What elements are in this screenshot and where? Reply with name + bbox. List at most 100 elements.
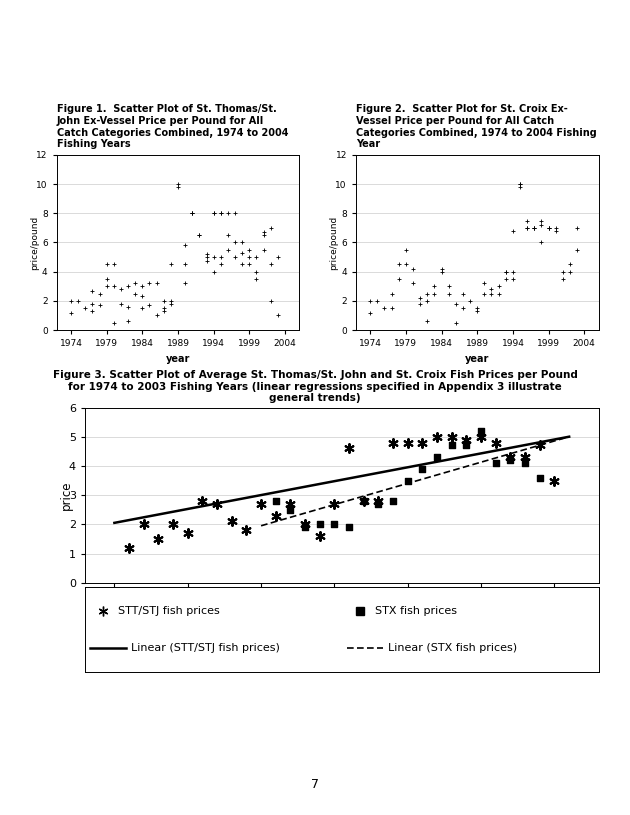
STX fish prices xyxy=(300,521,310,534)
Text: Figure 1.  Scatter Plot of St. Thomas/St.
John Ex-Vessel Price per Pound for All: Figure 1. Scatter Plot of St. Thomas/St.… xyxy=(57,104,288,149)
Point xyxy=(479,277,490,290)
STX fish prices xyxy=(447,439,457,452)
STT/STJ fish prices xyxy=(271,509,281,522)
STX fish prices xyxy=(418,462,428,475)
Point xyxy=(209,265,219,278)
STT/STJ fish prices xyxy=(535,439,545,452)
Point xyxy=(266,258,276,271)
STT/STJ fish prices xyxy=(520,451,530,464)
Text: Linear (STX fish prices): Linear (STX fish prices) xyxy=(388,643,517,654)
Point xyxy=(529,222,539,235)
Point xyxy=(572,243,582,256)
Point xyxy=(273,309,283,322)
Point xyxy=(258,243,268,256)
Point xyxy=(522,222,532,235)
STT/STJ fish prices xyxy=(212,497,222,510)
STT/STJ fish prices xyxy=(183,526,193,540)
Point xyxy=(558,272,568,285)
STT/STJ fish prices xyxy=(168,518,178,531)
Point xyxy=(444,287,454,300)
Point xyxy=(194,229,204,242)
Point xyxy=(387,287,397,300)
Point xyxy=(365,294,375,307)
Y-axis label: price: price xyxy=(60,480,72,510)
STX fish prices xyxy=(358,495,369,508)
Point xyxy=(159,302,169,315)
STT/STJ fish prices xyxy=(197,495,207,508)
Point xyxy=(529,222,539,235)
STT/STJ fish prices xyxy=(549,474,559,487)
Point xyxy=(109,280,119,293)
Point xyxy=(94,299,105,312)
Point xyxy=(430,280,440,293)
Point xyxy=(101,272,112,285)
STT/STJ fish prices xyxy=(491,436,501,449)
Point xyxy=(123,300,133,313)
Point xyxy=(223,207,233,220)
Point xyxy=(451,297,461,311)
Point xyxy=(230,250,240,263)
Linear (STX fish prices) xyxy=(257,521,265,531)
Point xyxy=(415,292,425,305)
Point xyxy=(437,262,447,275)
Point xyxy=(472,305,482,318)
Point xyxy=(486,283,496,296)
STT/STJ fish prices xyxy=(505,451,515,464)
Point xyxy=(180,277,190,290)
Text: STT/STJ fish prices: STT/STJ fish prices xyxy=(118,606,220,616)
Point xyxy=(144,299,154,312)
Point xyxy=(173,178,183,191)
Point xyxy=(458,287,468,300)
STT/STJ fish prices xyxy=(403,436,413,449)
STT/STJ fish prices xyxy=(300,518,310,531)
Point xyxy=(444,280,454,293)
STX fish prices xyxy=(374,497,384,510)
Point xyxy=(394,272,404,285)
Point xyxy=(415,297,425,311)
Point xyxy=(152,309,162,322)
Point xyxy=(387,302,397,315)
Point xyxy=(230,236,240,249)
Linear (STX fish prices) xyxy=(565,432,573,442)
Point xyxy=(572,222,582,235)
Point xyxy=(116,283,126,296)
Point xyxy=(202,248,212,261)
STT/STJ fish prices xyxy=(374,495,384,508)
Point xyxy=(422,294,432,307)
Point xyxy=(273,250,283,263)
Point xyxy=(401,243,411,256)
Point xyxy=(522,222,532,235)
Point xyxy=(394,258,404,271)
Y-axis label: price/pound: price/pound xyxy=(329,215,338,270)
Point xyxy=(130,287,140,300)
STT/STJ fish prices xyxy=(432,430,442,443)
STT/STJ fish prices xyxy=(344,442,354,455)
Point xyxy=(486,287,496,300)
STT/STJ fish prices xyxy=(241,524,251,537)
Point xyxy=(215,207,226,220)
Point xyxy=(223,229,233,242)
Point xyxy=(209,250,219,263)
Point xyxy=(422,287,432,300)
Point xyxy=(251,265,261,278)
Point xyxy=(551,222,561,235)
Point xyxy=(137,280,147,293)
X-axis label: year: year xyxy=(465,354,490,363)
Point xyxy=(209,207,219,220)
Point xyxy=(187,207,197,220)
Point xyxy=(202,255,212,268)
STX fish prices xyxy=(285,503,295,516)
Point xyxy=(258,229,268,242)
Point xyxy=(401,258,411,271)
Point xyxy=(558,265,568,278)
STX fish prices xyxy=(535,471,545,484)
Point xyxy=(209,207,219,220)
Point xyxy=(408,277,418,290)
Point xyxy=(565,258,575,271)
Point xyxy=(166,297,176,311)
STT/STJ fish prices xyxy=(461,433,471,446)
STX fish prices xyxy=(461,439,471,452)
STT/STJ fish prices xyxy=(476,430,486,443)
STT/STJ fish prices xyxy=(285,497,295,510)
Point xyxy=(565,265,575,278)
